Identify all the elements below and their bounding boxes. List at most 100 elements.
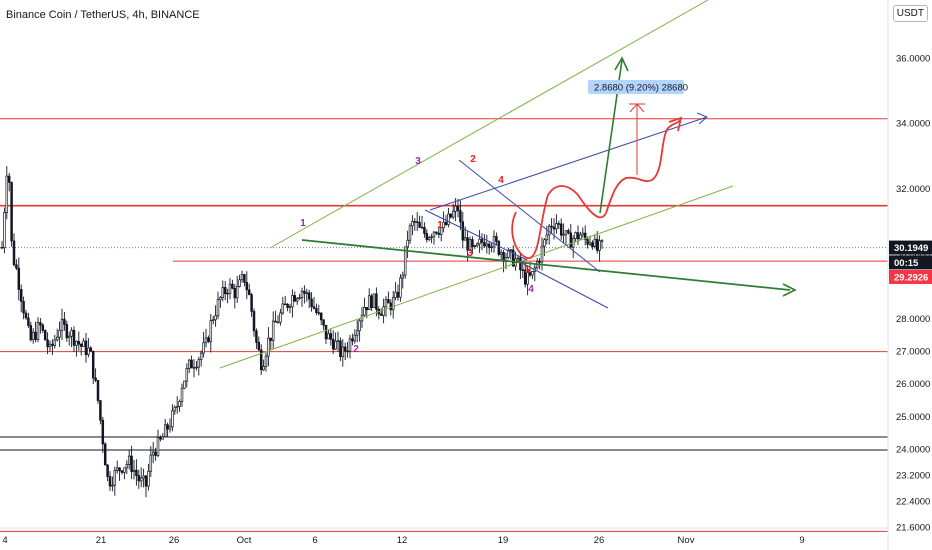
candle-body xyxy=(192,367,196,369)
candle-body xyxy=(101,419,105,445)
candle-body xyxy=(135,469,138,476)
candle-body xyxy=(509,249,513,252)
measure-label-text: 2.8680 (9.20%) 28680 xyxy=(594,83,688,94)
candle-body xyxy=(271,320,275,341)
candle-body xyxy=(583,232,587,240)
candle-body xyxy=(588,242,592,245)
candle-body xyxy=(324,324,328,340)
candle-body xyxy=(396,291,400,298)
wedge-upper-line xyxy=(429,116,708,211)
candle-body xyxy=(581,232,585,236)
candle-body xyxy=(336,340,340,342)
candle-body xyxy=(7,175,11,183)
candle-body xyxy=(399,277,402,298)
wave-label: 4 xyxy=(498,175,504,186)
candle-body xyxy=(142,475,145,479)
candle-body xyxy=(427,237,431,240)
candle-body xyxy=(199,352,203,360)
candle-body xyxy=(490,246,493,249)
candle-body xyxy=(91,350,95,379)
candle-body xyxy=(187,359,191,369)
price-tag-box xyxy=(889,255,932,270)
candle-body xyxy=(327,333,330,340)
candle-body xyxy=(195,366,198,369)
price-tag-label: 29.2926 xyxy=(894,272,928,283)
x-tick-label: 12 xyxy=(397,535,408,546)
candle-body xyxy=(564,230,568,235)
candle-body xyxy=(75,341,78,346)
y-tick-label: 22.4000 xyxy=(896,496,930,507)
candle-body xyxy=(219,297,222,301)
candle-body xyxy=(531,271,534,276)
candle-body xyxy=(483,242,486,247)
candle-body xyxy=(72,329,76,346)
wave-label: 3 xyxy=(467,248,473,259)
candlesticks xyxy=(0,166,604,498)
candle-body xyxy=(420,226,424,229)
candle-body xyxy=(243,274,246,283)
candle-body xyxy=(555,223,558,230)
channel-upper-line xyxy=(269,0,709,249)
x-tick-label: Oct xyxy=(237,535,252,546)
candle-body xyxy=(291,295,294,308)
candle-body xyxy=(185,368,189,382)
candle-body xyxy=(435,231,438,234)
candle-body xyxy=(315,307,318,313)
arrow-head-up xyxy=(614,56,629,72)
candle-body xyxy=(125,464,129,469)
y-tick-label: 24.0000 xyxy=(896,444,930,455)
candle-body xyxy=(226,292,229,295)
candle-body xyxy=(96,380,100,401)
candle-body xyxy=(379,313,383,316)
candle-body xyxy=(471,239,474,248)
price-tag-label: 30.1949 xyxy=(894,243,928,254)
candle-body xyxy=(147,470,150,487)
candle-body xyxy=(5,175,9,213)
y-tick-label: 21.6000 xyxy=(896,523,930,534)
candle-body xyxy=(279,312,282,323)
candle-body xyxy=(492,236,496,248)
candle-body xyxy=(106,464,109,477)
candle-body xyxy=(463,237,467,241)
candle-body xyxy=(358,320,361,332)
candle-body xyxy=(305,292,309,294)
candle-body xyxy=(413,221,417,223)
currency-badge[interactable]: USDT xyxy=(892,5,928,22)
candle-body xyxy=(507,249,510,258)
candle-body xyxy=(132,469,136,473)
candle-body xyxy=(89,347,93,352)
wedge-lower-line xyxy=(424,209,528,261)
candle-body xyxy=(63,318,66,325)
candle-body xyxy=(39,322,42,326)
candle-body xyxy=(497,241,501,255)
trend-drawings: 2.8680 (9.20%) 28680 xyxy=(219,0,797,369)
wave-labels: 1 2 3 4 1 2 3 4 5 xyxy=(300,154,534,355)
candle-body xyxy=(238,279,241,287)
candle-body xyxy=(127,455,131,465)
candle-body xyxy=(19,289,23,302)
candle-body xyxy=(310,298,313,308)
candle-body xyxy=(228,283,232,294)
candle-body xyxy=(283,303,287,306)
candle-body xyxy=(103,443,107,466)
candle-body xyxy=(334,340,337,350)
candle-body xyxy=(94,377,97,381)
candle-body xyxy=(403,246,407,276)
candle-body xyxy=(319,312,323,321)
candle-body xyxy=(12,240,16,266)
candle-body xyxy=(233,287,237,299)
red-projection-curve xyxy=(605,119,681,214)
candle-body xyxy=(183,380,186,389)
candle-body xyxy=(79,343,83,347)
candle-body xyxy=(17,267,21,290)
x-tick-label: 21 xyxy=(96,535,107,546)
candle-body xyxy=(108,476,112,487)
candle-body xyxy=(451,210,455,218)
candle-body xyxy=(168,426,172,430)
candle-body xyxy=(245,282,249,291)
candle-body xyxy=(574,232,577,239)
candle-body xyxy=(365,307,369,311)
candle-body xyxy=(375,293,378,310)
red-wave-curve xyxy=(511,185,607,259)
